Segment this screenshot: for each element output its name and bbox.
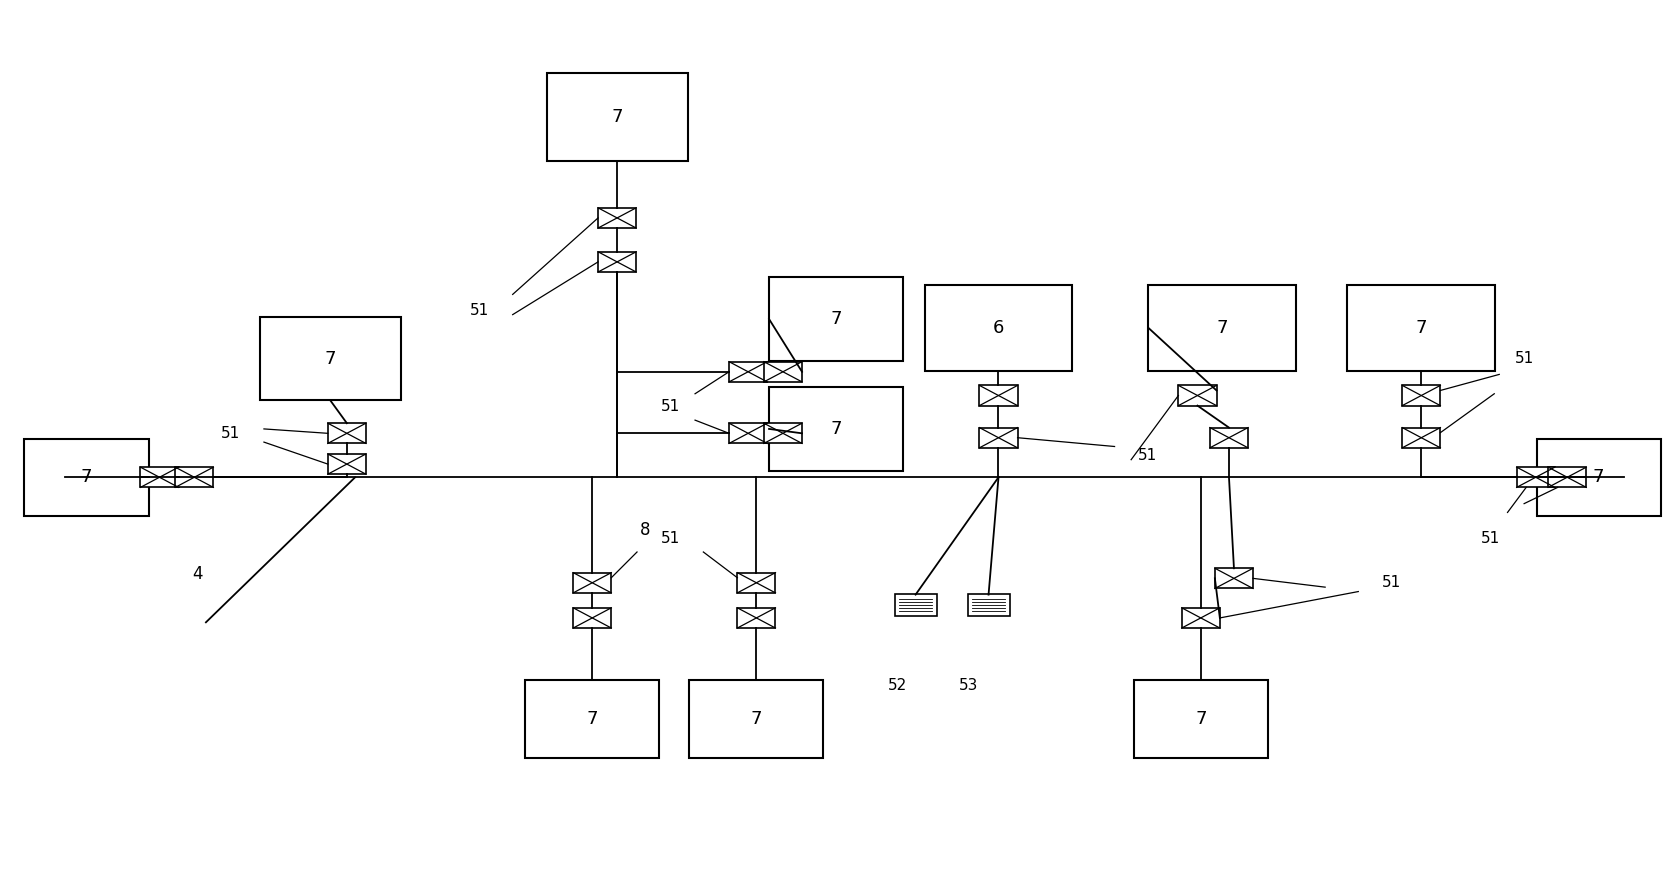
Bar [1134,680,1267,757]
Text: 51: 51 [221,426,241,441]
Bar [573,572,612,593]
Bar [968,594,1010,616]
Text: 51: 51 [470,303,490,318]
Text: 7: 7 [1217,319,1229,337]
Text: 51: 51 [1381,575,1401,590]
Bar [1537,438,1660,516]
Bar [525,680,659,757]
Bar [1149,285,1296,371]
Text: 6: 6 [993,319,1005,337]
Bar [980,428,1018,447]
Text: 7: 7 [1593,468,1605,487]
Text: 51: 51 [660,399,681,414]
Bar [1348,285,1495,371]
Bar [140,467,179,488]
Bar [769,277,903,361]
Bar [599,252,637,272]
Bar [925,285,1072,371]
Bar [1216,568,1252,588]
Bar [729,362,767,382]
Bar [737,608,776,628]
Bar [980,386,1018,405]
Bar [737,572,776,593]
Text: 51: 51 [1515,351,1533,366]
Bar [25,438,149,516]
Text: 7: 7 [324,349,336,368]
Bar [328,454,366,474]
Text: 7: 7 [1416,319,1428,337]
Bar [764,362,803,382]
Bar [895,594,936,616]
Text: 7: 7 [831,310,841,328]
Text: 52: 52 [888,678,906,693]
Bar [689,680,823,757]
Text: 51: 51 [1481,531,1500,547]
Bar [1403,428,1440,447]
Bar [328,423,366,444]
Bar [176,467,214,488]
Text: 7: 7 [1195,710,1207,728]
Text: 51: 51 [660,531,681,547]
Bar [1517,467,1555,488]
Text: 51: 51 [1139,447,1157,463]
Bar [547,73,687,161]
Text: 7: 7 [612,108,624,126]
Bar [764,423,803,444]
Text: 7: 7 [751,710,762,728]
Text: 7: 7 [587,710,599,728]
Text: 53: 53 [960,678,978,693]
Bar [259,317,401,400]
Text: 8: 8 [640,521,650,539]
Text: 4: 4 [192,565,202,583]
Bar [729,423,767,444]
Bar [769,388,903,471]
Bar [1211,428,1247,447]
Bar [573,608,612,628]
Bar [1548,467,1587,488]
Bar [1403,386,1440,405]
Bar [1182,608,1221,628]
Text: 7: 7 [80,468,92,487]
Bar [599,208,637,228]
Bar [1179,386,1217,405]
Text: 7: 7 [831,420,841,438]
